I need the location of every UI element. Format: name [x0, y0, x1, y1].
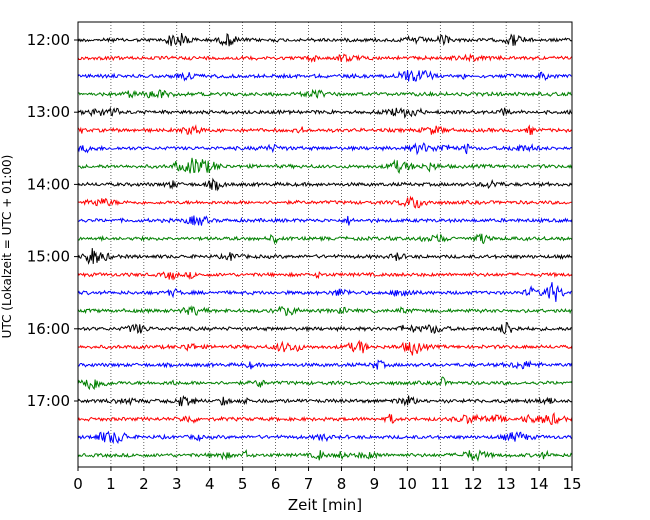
grid-lines [110, 22, 540, 467]
trace-1330 [77, 142, 573, 156]
y-tick-label: 12:00 [27, 31, 70, 49]
x-tick-label: 2 [139, 475, 149, 493]
trace-1645 [77, 376, 573, 391]
x-tick-label: 3 [172, 475, 182, 493]
y-axis-label: UTC (Lokalzeit = UTC + 01:00) [0, 155, 14, 339]
x-tick-label: 14 [530, 475, 549, 493]
trace-1615 [77, 339, 573, 356]
trace-1215 [77, 52, 573, 63]
y-tick-label: 13:00 [27, 103, 70, 121]
trace-1345 [77, 157, 573, 175]
x-tick-label: 1 [106, 475, 116, 493]
x-axis-ticks: 0 1 2 3 4 5 6 7 8 9 10 11 12 13 14 15 [73, 467, 582, 493]
trace-1445 [77, 233, 573, 245]
y-axis-ticks: 12:00 13:00 14:00 15:00 16:00 17:00 [27, 31, 78, 410]
trace-1630 [77, 359, 573, 370]
trace-1300 [77, 106, 573, 119]
trace-1500 [77, 248, 573, 265]
x-tick-label: 4 [205, 475, 215, 493]
y-tick-label: 17:00 [27, 392, 70, 410]
trace-1745 [77, 448, 573, 462]
trace-1600 [77, 321, 573, 335]
x-tick-label: 11 [431, 475, 450, 493]
x-tick-label: 0 [73, 475, 83, 493]
trace-1230 [77, 69, 573, 82]
x-tick-label: 12 [464, 475, 483, 493]
x-tick-label: 9 [370, 475, 380, 493]
trace-1700 [77, 394, 573, 407]
trace-1515 [77, 270, 573, 281]
x-tick-label: 7 [304, 475, 314, 493]
trace-1730 [77, 430, 573, 445]
x-tick-label: 6 [271, 475, 281, 493]
trace-1715 [77, 412, 573, 425]
y-tick-label: 15:00 [27, 248, 70, 266]
x-tick-label: 15 [562, 475, 581, 493]
trace-1315 [77, 124, 573, 136]
x-tick-label: 13 [497, 475, 516, 493]
trace-1245 [77, 88, 573, 99]
x-tick-label: 10 [398, 475, 417, 493]
plot-frame [77, 21, 573, 468]
trace-1200 [77, 32, 573, 47]
trace-1545 [77, 305, 573, 317]
y-tick-label: 16:00 [27, 320, 70, 338]
trace-1530 [77, 282, 573, 302]
x-axis-label: Zeit [min] [288, 496, 362, 514]
trace-1430 [77, 215, 573, 227]
trace-1415 [77, 195, 573, 209]
trace-1400 [77, 177, 573, 192]
x-tick-label: 5 [238, 475, 248, 493]
y-tick-label: 14:00 [27, 175, 70, 193]
x-tick-label: 8 [337, 475, 347, 493]
seismic-traces [77, 32, 573, 462]
